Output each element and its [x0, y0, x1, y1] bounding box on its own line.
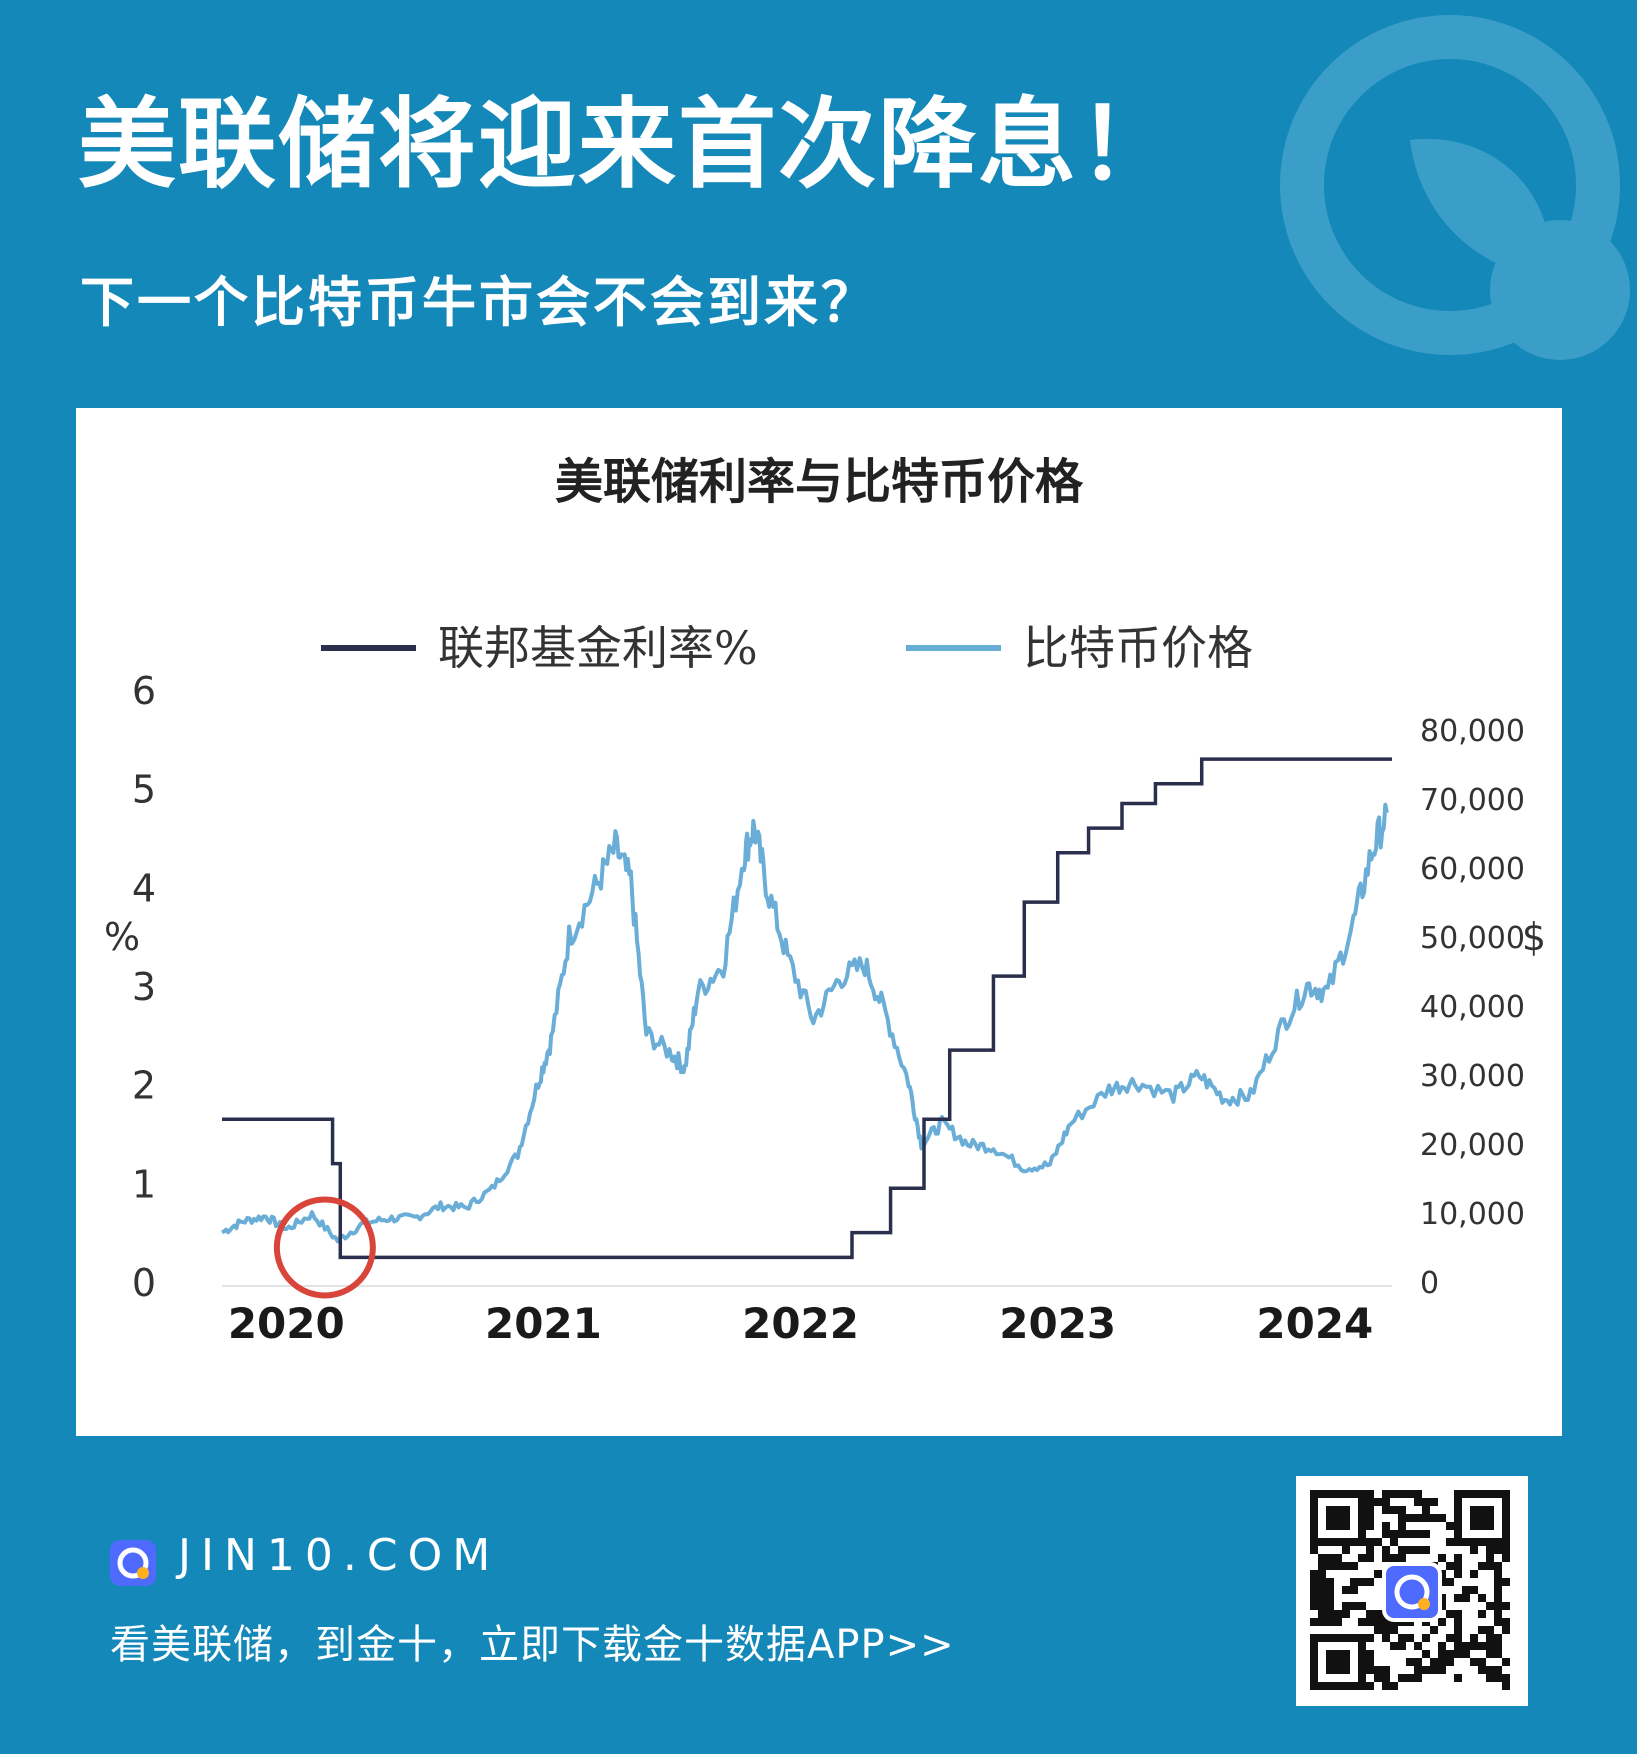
x-tick-2022: 2022	[742, 1299, 859, 1348]
highlight-circle	[273, 1196, 376, 1299]
qr-code[interactable]	[1296, 1476, 1528, 1706]
chart-card: 美联储利率与比特币价格 联邦基金利率% 比特币价格 % $ 0 1 2 3 4 5 6 0 1…	[76, 408, 1562, 1436]
background-logo-icon	[1280, 15, 1630, 360]
bitcoin-price-line	[221, 802, 1389, 1244]
y-tick-right-30,000: 30,000	[1420, 1059, 1525, 1094]
y-tick-left-3: 3	[132, 965, 156, 1009]
x-tick-2023: 2023	[999, 1299, 1116, 1348]
headline: 美联储将迎来首次降息！	[78, 88, 1179, 202]
y-tick-right-50,000: 50,000	[1420, 921, 1525, 956]
y-tick-left-4: 4	[132, 866, 156, 910]
download-cta[interactable]: 看美联储，到金十，立即下载金十数据APP>>	[110, 1622, 955, 1668]
y-tick-right-80,000: 80,000	[1420, 714, 1525, 749]
x-tick-2024: 2024	[1256, 1299, 1373, 1348]
jin10-logo-icon	[110, 1540, 156, 1586]
y-tick-left-1: 1	[132, 1162, 156, 1206]
y-tick-right-10,000: 10,000	[1420, 1197, 1525, 1232]
site-url[interactable]: JIN10.COM	[178, 1530, 501, 1581]
chart: 美联储利率与比特币价格 联邦基金利率% 比特币价格 % $ 0 1 2 3 4 5 6 0 1…	[104, 454, 1546, 1348]
legend-label-bitcoin: 比特币价格	[1023, 621, 1253, 675]
y-tick-right-0: 0	[1420, 1266, 1439, 1301]
y-tick-right-40,000: 40,000	[1420, 990, 1525, 1025]
y-tick-right-20,000: 20,000	[1420, 1128, 1525, 1163]
y-axis-left-label: %	[104, 915, 140, 959]
x-tick-2021: 2021	[485, 1299, 602, 1348]
y-tick-right-70,000: 70,000	[1420, 783, 1525, 818]
qr-code-pattern	[1310, 1490, 1510, 1690]
x-tick-2020: 2020	[228, 1299, 345, 1348]
legend-label-fed-rate: 联邦基金利率%	[438, 621, 758, 675]
subheadline: 下一个比特币牛市会不会到来？	[80, 271, 878, 334]
y-tick-left-6: 6	[132, 669, 156, 713]
chart-title: 美联储利率与比特币价格	[555, 454, 1084, 510]
y-tick-left-0: 0	[132, 1261, 156, 1305]
y-tick-left-2: 2	[132, 1064, 156, 1108]
y-tick-left-5: 5	[132, 768, 156, 812]
fed-rate-line	[222, 757, 1392, 1260]
y-axis-right-label: $	[1522, 915, 1546, 959]
y-tick-right-60,000: 60,000	[1420, 852, 1525, 887]
